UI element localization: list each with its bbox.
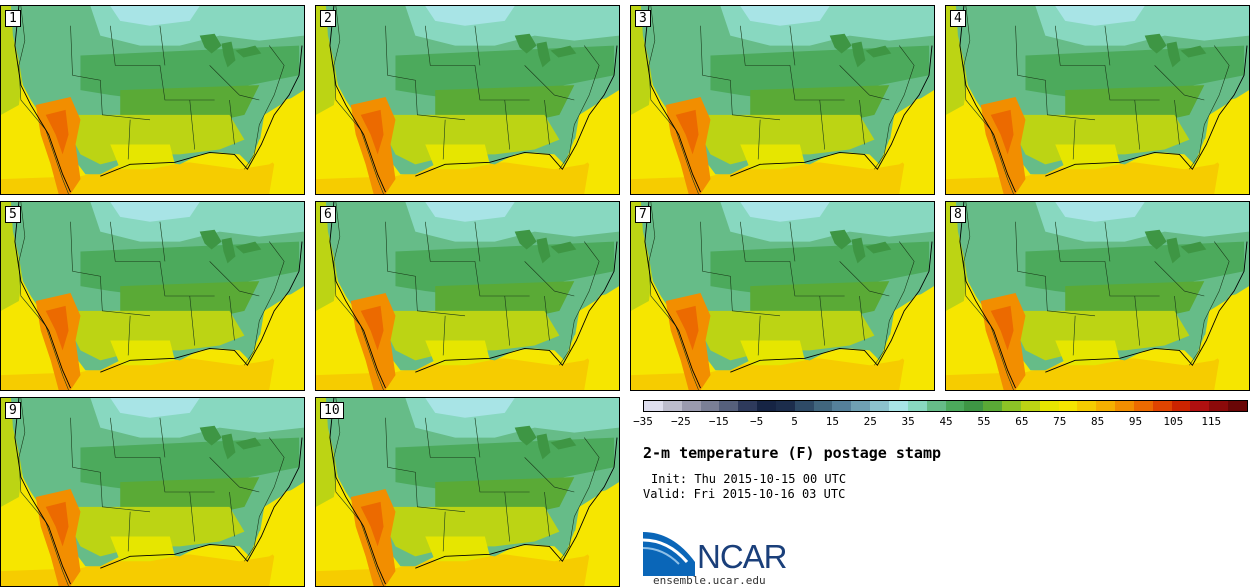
colorbar-tick-label: 105 — [1163, 415, 1184, 428]
colorbar-swatch — [1133, 401, 1153, 411]
member-number: 8 — [950, 206, 966, 223]
member-panel[interactable]: 4 — [945, 5, 1250, 195]
colorbar — [643, 400, 1248, 412]
temperature-map — [1, 202, 304, 390]
member-number: 2 — [320, 10, 336, 27]
member-number: 3 — [635, 10, 651, 27]
temperature-map — [316, 6, 619, 194]
colorbar-swatch — [1209, 401, 1229, 411]
logo-wordmark: NCAR — [697, 538, 788, 575]
colorbar-swatch — [888, 401, 908, 411]
member-panel[interactable]: 7 — [630, 201, 935, 391]
colorbar-tick-label: −5 — [750, 415, 764, 428]
member-panel[interactable]: 9 — [0, 397, 305, 587]
colorbar-swatch — [1096, 401, 1116, 411]
member-number: 4 — [950, 10, 966, 27]
colorbar-tick-label: 65 — [1015, 415, 1029, 428]
temperature-map — [631, 6, 934, 194]
colorbar-tick-label: 5 — [791, 415, 798, 428]
temperature-map — [631, 202, 934, 390]
colorbar-swatch — [1058, 401, 1078, 411]
colorbar-swatch — [719, 401, 739, 411]
colorbar-swatch — [851, 401, 871, 411]
temperature-map — [1, 6, 304, 194]
colorbar-swatch — [983, 401, 1003, 411]
colorbar-tick-label: 85 — [1090, 415, 1105, 428]
member-panel[interactable]: 5 — [0, 201, 305, 391]
colorbar-swatch — [1228, 401, 1247, 411]
colorbar-swatch — [794, 401, 814, 411]
colorbar-swatch — [681, 401, 701, 411]
colorbar-tick-label: 45 — [939, 415, 953, 428]
colorbar-swatch — [813, 401, 833, 411]
colorbar-swatch — [738, 401, 758, 411]
colorbar-swatch — [832, 401, 852, 411]
temperature-map — [316, 202, 619, 390]
colorbar-tick-label: 75 — [1053, 415, 1067, 428]
colorbar-tick-label: 35 — [901, 415, 915, 428]
member-number: 6 — [320, 206, 336, 223]
colorbar-swatch — [644, 401, 663, 411]
member-number: 10 — [320, 402, 344, 419]
valid-time: Valid: Fri 2015-10-16 03 UTC — [643, 487, 846, 501]
colorbar-tick-label: 25 — [863, 415, 877, 428]
colorbar-swatch — [1152, 401, 1172, 411]
colorbar-swatch — [870, 401, 889, 411]
colorbar-swatch — [1171, 401, 1191, 411]
colorbar-swatch — [1039, 401, 1059, 411]
colorbar-tick-label: 115 — [1201, 415, 1222, 428]
temperature-map — [316, 398, 619, 586]
colorbar-swatch — [1020, 401, 1040, 411]
colorbar-swatch — [926, 401, 946, 411]
member-number: 7 — [635, 206, 651, 223]
colorbar-swatch — [945, 401, 965, 411]
temperature-map — [946, 202, 1249, 390]
member-number: 1 — [5, 10, 21, 27]
colorbar-swatch — [1115, 401, 1134, 411]
colorbar-swatch — [662, 401, 682, 411]
colorbar-tick-label: −35 — [633, 415, 653, 428]
colorbar-tick-label: −15 — [708, 415, 729, 428]
member-number: 9 — [5, 402, 21, 419]
colorbar-swatch — [907, 401, 927, 411]
map-title: 2-m temperature (F) postage stamp — [643, 444, 942, 462]
member-panel[interactable]: 3 — [630, 5, 935, 195]
colorbar-tick-label: 55 — [977, 415, 991, 428]
colorbar-tick-label: −25 — [670, 415, 691, 428]
ncar-logo-icon — [643, 532, 695, 576]
member-panel[interactable]: 1 — [0, 5, 305, 195]
colorbar-tick-label: 15 — [825, 415, 840, 428]
colorbar-swatch — [1190, 401, 1210, 411]
member-panel[interactable]: 6 — [315, 201, 620, 391]
colorbar-tick-label: 95 — [1128, 415, 1143, 428]
colorbar-swatch — [1002, 401, 1021, 411]
colorbar-swatch — [775, 401, 795, 411]
colorbar-swatch — [964, 401, 984, 411]
colorbar-swatch — [757, 401, 776, 411]
colorbar-swatch — [700, 401, 720, 411]
colorbar-ticks: −35 −25 −15 −5 5 15 25 35 45 55 65 75 85 95 105 115 — [633, 415, 1248, 429]
member-panel[interactable]: 2 — [315, 5, 620, 195]
member-panel[interactable]: 8 — [945, 201, 1250, 391]
member-panel[interactable]: 10 — [315, 397, 620, 587]
member-number: 5 — [5, 206, 21, 223]
temperature-map — [1, 398, 304, 586]
init-time: Init: Thu 2015-10-15 00 UTC — [651, 472, 847, 486]
site-url[interactable]: ensemble.ucar.edu — [653, 574, 766, 587]
colorbar-swatch — [1077, 401, 1097, 411]
temperature-map — [946, 6, 1249, 194]
